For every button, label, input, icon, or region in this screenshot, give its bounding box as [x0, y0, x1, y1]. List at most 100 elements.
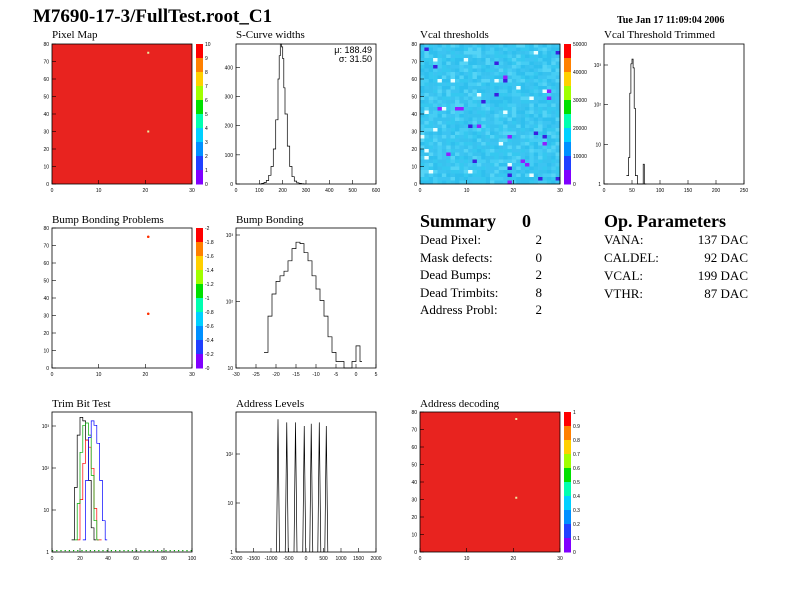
baseline-marker — [106, 550, 108, 552]
heatmap-cell — [525, 142, 530, 146]
heatmap-cell — [529, 121, 535, 125]
heatmap-cell — [441, 145, 447, 150]
heatmap-cell — [481, 103, 486, 108]
heatmap-cell — [450, 89, 456, 94]
heatmap-cell — [428, 89, 434, 94]
heatmap-cell — [525, 58, 530, 62]
heatmap-cell — [463, 79, 469, 83]
heatmap-cell — [420, 166, 425, 171]
palette-swatch — [564, 86, 571, 101]
heatmap-cell — [525, 121, 530, 125]
heatmap-cell — [459, 44, 465, 48]
heatmap-cell — [476, 180, 482, 185]
heatmap-cell — [494, 124, 500, 129]
heatmap-cell — [450, 149, 456, 153]
heatmap-cell — [555, 152, 561, 157]
heatmap-cell — [433, 54, 438, 59]
heatmap-cell — [459, 82, 465, 87]
x-tick-label: 50 — [629, 188, 635, 194]
heatmap-cell — [555, 93, 561, 97]
heatmap-cell — [538, 124, 543, 129]
heatmap-cell — [533, 82, 539, 87]
palette-swatch — [564, 114, 571, 129]
heatmap-cell — [498, 138, 504, 143]
heatmap-cell — [555, 44, 561, 48]
heatmap-cell — [503, 51, 508, 55]
palette-swatch — [564, 482, 571, 497]
heatmap-cell — [437, 128, 443, 132]
heatmap-cell — [507, 72, 513, 76]
palette-tick-label: 0.1 — [573, 536, 580, 542]
heatmap-cell — [481, 159, 486, 164]
heatmap-cell — [481, 44, 486, 48]
heatmap-cell — [468, 159, 473, 164]
y-tick-label: 10³ — [42, 424, 50, 430]
y-tick-label: 10 — [43, 508, 49, 514]
heatmap-cell — [468, 173, 473, 178]
heatmap-cell — [490, 159, 495, 164]
heatmap-cell — [463, 86, 469, 90]
heatmap-cell — [538, 156, 543, 160]
heatmap-cell — [511, 44, 517, 48]
heatmap-cell — [525, 145, 530, 150]
heatmap-cell — [516, 89, 521, 94]
heatmap-cell — [555, 72, 561, 76]
heatmap-cell — [546, 47, 552, 52]
plot-frame — [235, 227, 377, 369]
heatmap-cell — [546, 72, 552, 76]
palette-tick-label: 0 — [205, 182, 208, 188]
x-tick-label: 80 — [161, 556, 167, 562]
address-level-peak — [276, 419, 280, 553]
heatmap-cell — [481, 170, 486, 174]
heatmap-cell — [503, 114, 508, 118]
heatmap-cell — [498, 72, 504, 76]
heatmap-cell — [511, 152, 517, 157]
heatmap-cell — [507, 58, 513, 62]
heatmap-cell — [546, 114, 552, 118]
row-label: Mask defects: — [420, 249, 493, 265]
heatmap-cell — [546, 163, 552, 167]
x-tick-label: -25 — [252, 372, 259, 378]
y-tick-label: 20 — [411, 515, 417, 521]
x-tick-label: 100 — [255, 188, 264, 194]
heatmap-cell — [533, 170, 539, 174]
heatmap-cell — [437, 61, 443, 66]
heatmap-cell — [516, 103, 521, 108]
heatmap-cell — [529, 180, 535, 185]
baseline-marker — [161, 550, 163, 552]
palette-swatch — [196, 58, 203, 73]
baseline-marker — [115, 550, 117, 552]
heatmap-cell — [494, 145, 500, 150]
heatmap-cell — [441, 131, 447, 136]
x-tick-label: -1000 — [265, 556, 278, 562]
heatmap-cell — [424, 96, 430, 101]
heatmap-cell — [546, 138, 552, 143]
heatmap-cell — [463, 142, 469, 146]
heatmap-cell — [551, 124, 556, 129]
palette-tick-label: -0.8 — [205, 310, 214, 316]
y-tick-label: 50 — [411, 463, 417, 469]
heatmap-cell — [459, 177, 465, 181]
heatmap-cell — [468, 149, 473, 153]
heatmap-cell — [481, 86, 486, 90]
heatmap-cell — [533, 173, 539, 178]
heatmap-cell — [485, 131, 491, 136]
heatmap-cell — [424, 173, 430, 178]
heatmap-cell — [546, 100, 552, 104]
heatmap-cell — [433, 103, 438, 108]
heatmap-cell — [472, 135, 478, 139]
heatmap-cell — [498, 145, 504, 150]
baseline-marker — [123, 550, 125, 552]
heatmap-cell — [455, 152, 460, 157]
y-tick-label: 10 — [43, 349, 49, 355]
heatmap-cell — [503, 177, 508, 181]
heatmap-cell — [485, 159, 491, 164]
heatmap-cell — [490, 72, 495, 76]
heatmap-cell — [437, 124, 443, 129]
heatmap-cell — [546, 75, 552, 80]
heatmap-cell — [455, 170, 460, 174]
heatmap-cell — [424, 177, 430, 181]
baseline-marker — [119, 550, 121, 552]
y-tick-label: 10³ — [226, 233, 234, 239]
heatmap-cell — [538, 107, 543, 111]
